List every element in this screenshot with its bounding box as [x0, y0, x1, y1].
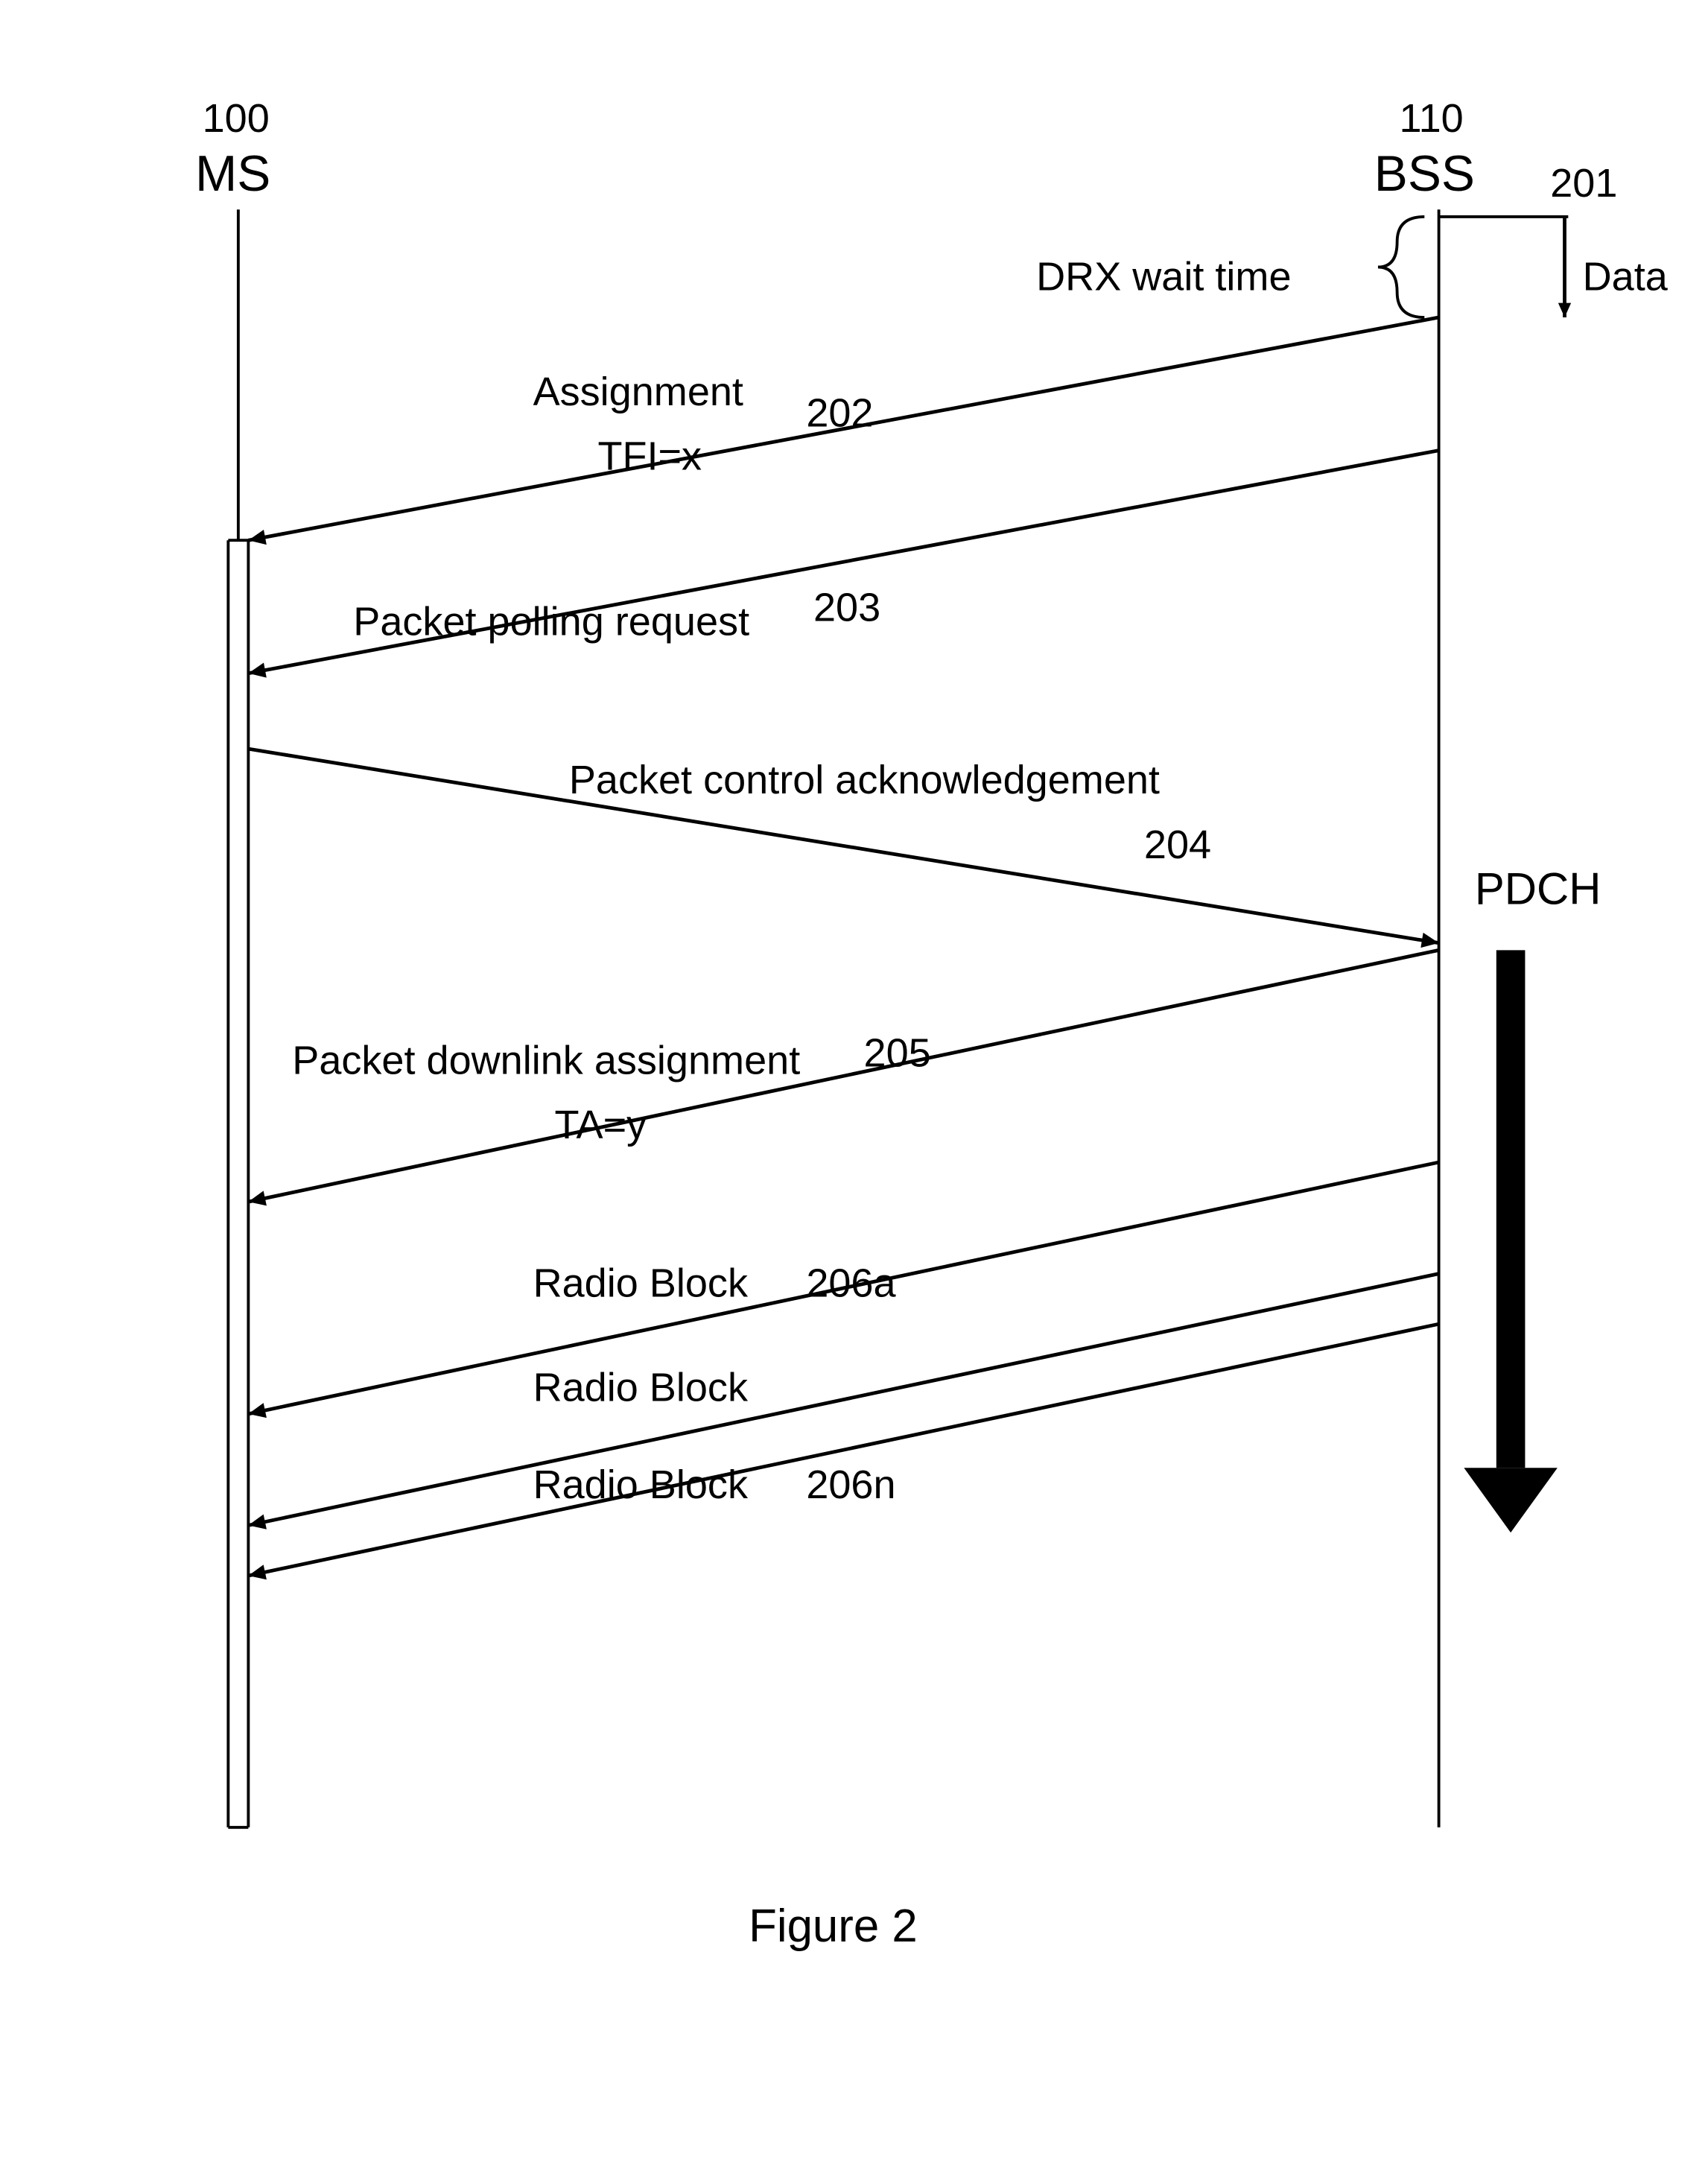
msg-rbm-label: Radio Block — [533, 1363, 748, 1410]
msg-rbn-label: Radio Block — [533, 1461, 748, 1508]
ms-id: 100 — [203, 95, 270, 142]
bss-id: 110 — [1400, 95, 1464, 142]
msg-assignment-sublabel: TFI=x — [597, 432, 702, 479]
msg-rbn-id: 206n — [806, 1461, 895, 1508]
data-id: 201 — [1550, 159, 1617, 206]
ms-label: MS — [195, 145, 270, 202]
msg-polling-id: 203 — [813, 583, 880, 630]
msg-pda-id: 205 — [864, 1030, 931, 1077]
diagram-svg — [30, 30, 1678, 2061]
msg-rba-id: 206a — [806, 1259, 895, 1306]
bss-label: BSS — [1374, 145, 1475, 202]
drx-label: DRX wait time — [1036, 253, 1291, 299]
data-label: Data — [1583, 253, 1668, 299]
msg-assignment-label: Assignment — [533, 368, 743, 415]
msg-pda-label: Packet downlink assignment — [292, 1036, 800, 1083]
pdch-label: PDCH — [1475, 864, 1601, 916]
figure-caption: Figure 2 — [749, 1899, 918, 1952]
msg-polling-label: Packet polling request — [353, 597, 749, 644]
msg-pda-sublabel: TA=y — [555, 1101, 647, 1148]
msg-pca-label: Packet control acknowledgement — [569, 756, 1160, 803]
msg-rba-label: Radio Block — [533, 1259, 748, 1306]
msg-assignment-id: 202 — [806, 390, 873, 437]
sequence-diagram: 100MS 110BSS Data 201 DRX wait time Assignmen… — [30, 30, 1678, 2061]
msg-pca-id: 204 — [1144, 821, 1211, 868]
